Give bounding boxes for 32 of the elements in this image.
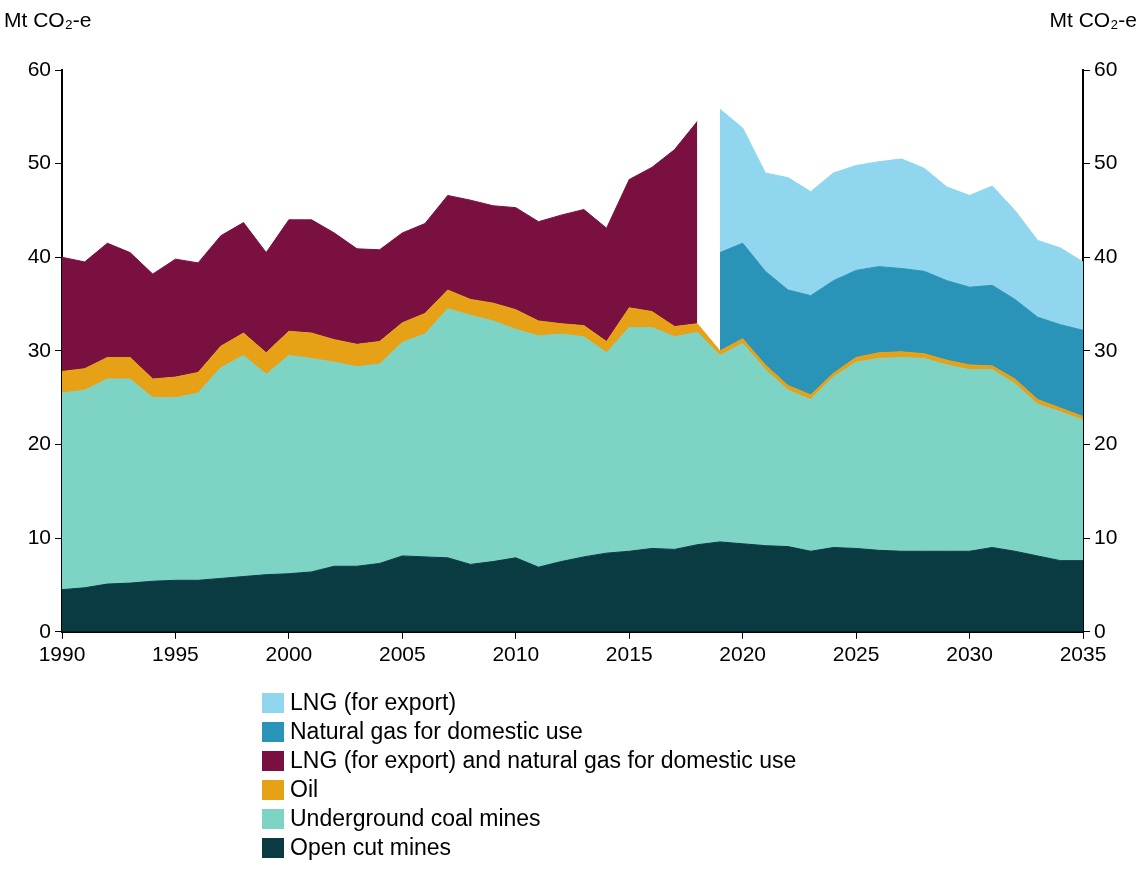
legend-label: LNG (for export) and natural gas for domestic use (290, 747, 797, 774)
x-tick-label: 1990 (38, 642, 86, 666)
x-tick-label: 1995 (152, 642, 199, 666)
x-tick-label: 2030 (946, 642, 993, 666)
legend-label: LNG (for export) (290, 689, 457, 716)
y-tick-label: 0 (39, 618, 51, 642)
y2-tick-label: 20 (1094, 431, 1118, 455)
x-tick-label: 2000 (265, 642, 313, 666)
y-tick-label: 50 (27, 150, 51, 174)
y2-tick-label: 50 (1094, 150, 1118, 174)
y2-tick-label: 40 (1094, 244, 1118, 268)
x-tick-label: 2010 (492, 642, 540, 666)
y-tick-label: 40 (27, 244, 51, 268)
y-tick-label: 30 (27, 337, 51, 361)
x-tick-label: 2025 (832, 642, 880, 666)
y-tick-label: 20 (27, 431, 51, 455)
y-axis-title: Mt CO₂-e (4, 8, 92, 32)
legend-label: Natural gas for domestic use (290, 718, 583, 745)
y2-axis-title: Mt CO₂-e (1049, 8, 1137, 32)
legend-label: Open cut mines (290, 834, 452, 861)
x-tick-label: 2020 (719, 642, 767, 666)
y2-tick-label: 60 (1094, 56, 1118, 80)
legend-label: Oil (290, 776, 319, 803)
y2-tick-label: 30 (1094, 337, 1118, 361)
y-tick-label: 60 (27, 56, 51, 80)
y2-tick-label: 0 (1094, 618, 1106, 642)
x-tick-label: 2005 (378, 642, 426, 666)
x-tick-label: 2015 (605, 642, 653, 666)
y-tick-label: 10 (27, 524, 51, 548)
legend-label: Underground coal mines (290, 805, 541, 832)
y2-tick-label: 10 (1094, 524, 1118, 548)
x-tick-label: 2035 (1059, 642, 1107, 666)
